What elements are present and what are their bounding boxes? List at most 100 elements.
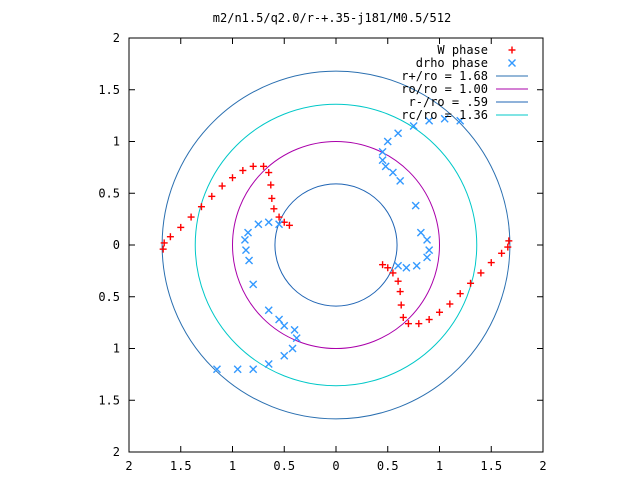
data-point [378, 156, 387, 165]
data-point [436, 308, 443, 316]
data-point [402, 263, 411, 272]
data-point [404, 320, 412, 328]
data-point [212, 365, 221, 374]
data-point [280, 351, 289, 360]
data-point [498, 249, 506, 257]
data-point [240, 235, 249, 244]
data-point [245, 256, 254, 265]
data-point [229, 174, 236, 182]
circle-2 [232, 141, 440, 349]
series-w-phase [159, 162, 513, 328]
data-point [378, 147, 387, 156]
data-point [264, 218, 273, 227]
legend-label: rc/ro = 1.36 [401, 108, 488, 122]
data-point [440, 114, 449, 123]
data-point [505, 237, 513, 245]
circle-1 [161, 70, 511, 420]
x-tick-label: 0.5 [377, 459, 399, 473]
data-point [218, 182, 226, 190]
data-point [187, 213, 195, 221]
series-drho-phase [212, 114, 465, 374]
x-tick-label: 0 [332, 459, 339, 473]
data-point [415, 320, 423, 328]
y-tick-label: 0.5 [98, 186, 120, 200]
data-point [268, 194, 276, 202]
data-point [275, 220, 284, 229]
legend-item: r-/ro = .59 [409, 95, 528, 109]
y-tick-label: 1 [113, 135, 120, 149]
legend-label: drho phase [416, 56, 488, 70]
data-point [394, 129, 403, 138]
legend-item: W phase [437, 43, 516, 57]
data-point [260, 162, 268, 170]
data-point [504, 243, 512, 251]
data-point [389, 269, 397, 277]
data-point [396, 288, 404, 296]
y-tick-label: 2 [113, 445, 120, 459]
data-point [467, 279, 475, 287]
data-point [249, 280, 258, 289]
data-point [177, 223, 185, 231]
data-point [394, 261, 403, 270]
data-point [416, 228, 425, 237]
x-tick-label: 1 [436, 459, 443, 473]
legend-label: r+/ro = 1.68 [401, 69, 488, 83]
legend-swatch [508, 59, 516, 67]
data-point [267, 181, 275, 189]
radius-circles [161, 70, 511, 420]
x-tick-label: 2 [539, 459, 546, 473]
data-point [249, 162, 257, 170]
data-point [425, 316, 433, 324]
data-point [285, 221, 293, 229]
data-point [292, 334, 301, 343]
data-point [425, 246, 434, 255]
data-point [379, 261, 387, 269]
data-point [264, 306, 273, 315]
data-point [456, 290, 464, 298]
data-point [394, 277, 402, 285]
data-point [275, 315, 284, 324]
data-point [160, 239, 168, 247]
data-point [423, 235, 432, 244]
x-tick-label: 1.5 [480, 459, 502, 473]
data-point [280, 321, 289, 330]
legend-label: W phase [437, 43, 488, 57]
data-point [288, 344, 297, 353]
x-axis: 2 1.5 1 0.5 0 0.5 1 1.5 2 [125, 38, 547, 473]
data-point [388, 168, 397, 177]
data-point [239, 166, 247, 174]
x-tick-label: 1 [229, 459, 236, 473]
chart-title: m2/n1.5/q2.0/r-+.35-j181/M0.5/512 [213, 11, 451, 25]
circle-3 [274, 183, 398, 307]
x-tick-label: 2 [125, 459, 132, 473]
data-point [270, 205, 278, 213]
data-point [456, 116, 465, 125]
data-point [197, 203, 205, 211]
data-point [265, 169, 273, 177]
data-point [264, 360, 273, 369]
data-point [166, 233, 174, 241]
y-tick-label: 1 [113, 342, 120, 356]
x-tick-label: 0.5 [273, 459, 295, 473]
data-point [423, 253, 432, 262]
data-point [241, 246, 250, 255]
circle-4 [194, 103, 478, 387]
data-point [411, 201, 420, 210]
y-tick-label: 0.5 [98, 290, 120, 304]
data-point [487, 259, 495, 267]
legend-item: drho phase [416, 56, 516, 70]
data-point [399, 313, 407, 321]
data-point [412, 261, 421, 270]
data-point [249, 365, 258, 374]
data-point [244, 228, 253, 237]
data-point [384, 264, 392, 272]
y-tick-label: 2 [113, 31, 120, 45]
data-point [396, 176, 405, 185]
data-point [233, 365, 242, 374]
legend-item: r+/ro = 1.68 [401, 69, 528, 83]
data-point [290, 325, 299, 334]
data-point [275, 213, 283, 221]
data-series [159, 114, 513, 374]
legend-label: ro/ro = 1.00 [401, 82, 488, 96]
